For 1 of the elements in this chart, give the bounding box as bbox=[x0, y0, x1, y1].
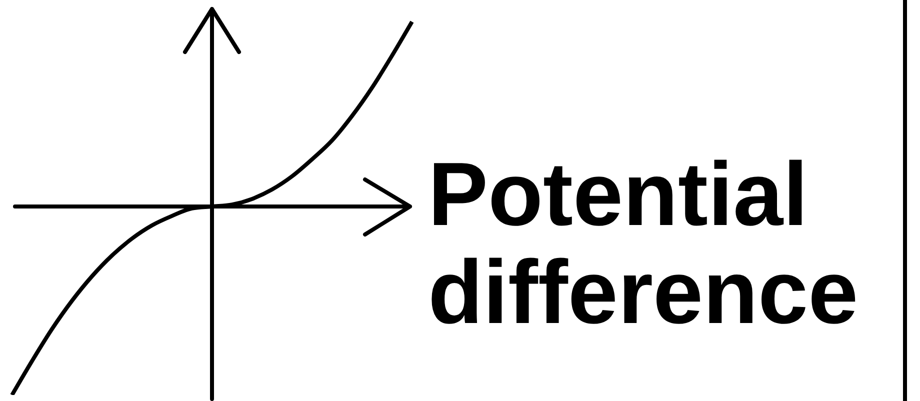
x-axis-title: Potential difference bbox=[428, 145, 860, 343]
